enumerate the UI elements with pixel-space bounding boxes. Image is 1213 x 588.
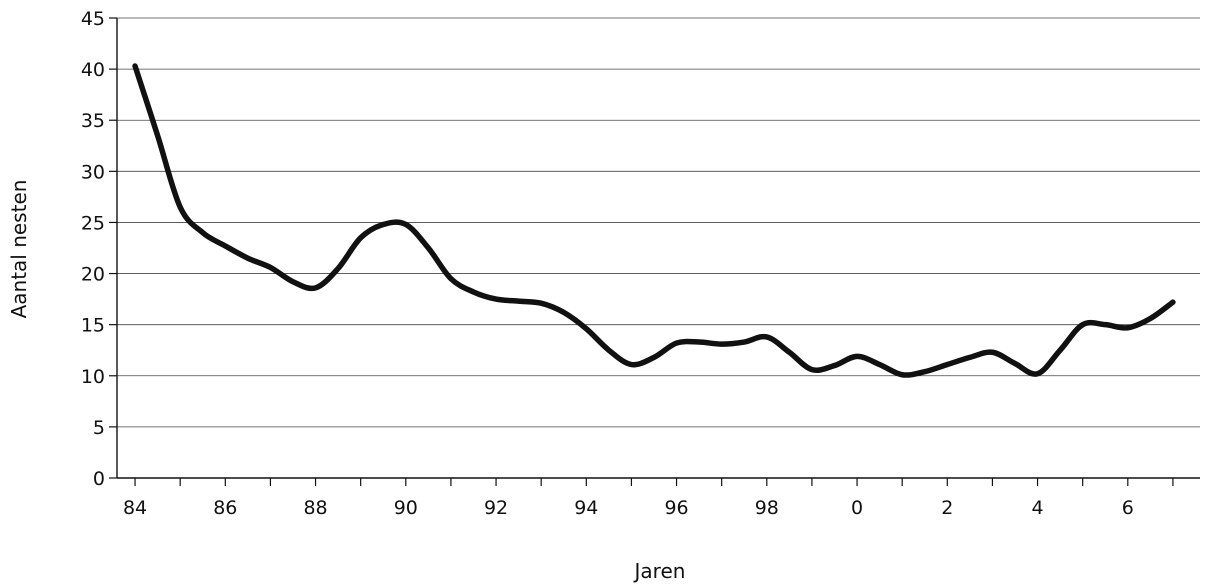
axes xyxy=(116,18,1200,479)
series-line xyxy=(132,63,1176,378)
y-tick-label: 25 xyxy=(81,212,105,234)
x-axis-ticks: 84 86 88 90 92 94 96 98 0 2 4 6 xyxy=(123,478,1174,519)
y-axis-ticks: 0 5 10 15 20 25 30 35 40 45 xyxy=(81,8,117,490)
y-tick-label: 0 xyxy=(93,468,105,490)
y-axis-title: Aantal nesten xyxy=(7,180,31,319)
x-tick-label: 96 xyxy=(664,497,688,519)
x-tick-label: 4 xyxy=(1032,497,1044,519)
x-tick-label: 98 xyxy=(755,497,779,519)
y-tick-label: 5 xyxy=(93,417,105,439)
x-tick-label: 2 xyxy=(941,497,953,519)
x-tick-label: 0 xyxy=(851,497,863,519)
x-tick-label: 6 xyxy=(1122,497,1134,519)
y-tick-label: 20 xyxy=(81,264,105,286)
series-layer xyxy=(132,63,1176,378)
x-axis-title: Jaren xyxy=(633,559,686,583)
x-tick-label: 88 xyxy=(303,497,327,519)
x-tick-label: 90 xyxy=(394,497,418,519)
x-tick-label: 94 xyxy=(574,497,598,519)
x-tick-label: 92 xyxy=(484,497,508,519)
x-tick-label: 86 xyxy=(213,497,237,519)
y-tick-label: 45 xyxy=(81,8,105,30)
y-tick-label: 40 xyxy=(81,59,105,81)
y-tick-label: 35 xyxy=(81,110,105,132)
y-tick-label: 10 xyxy=(81,366,105,388)
y-tick-label: 15 xyxy=(81,315,105,337)
gridlines xyxy=(117,17,1200,428)
y-tick-label: 30 xyxy=(81,161,105,183)
x-tick-label: 84 xyxy=(123,497,147,519)
